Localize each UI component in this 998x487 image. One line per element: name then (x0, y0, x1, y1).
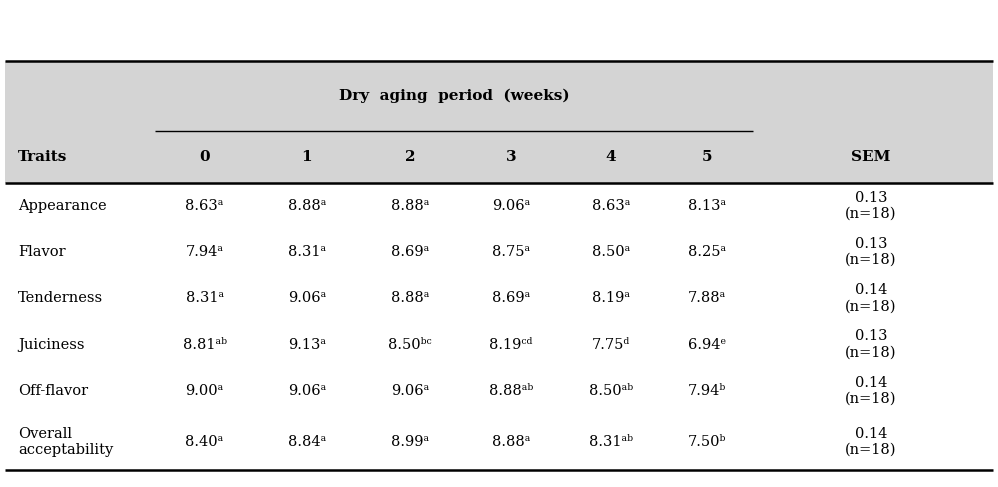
Text: 1: 1 (301, 150, 312, 164)
Text: 0.13
(n=18): 0.13 (n=18) (845, 237, 896, 267)
Text: Overall
acceptability: Overall acceptability (18, 427, 113, 457)
Text: 8.50ᵇᶜ: 8.50ᵇᶜ (388, 337, 432, 352)
Text: 6.94ᵉ: 6.94ᵉ (688, 337, 727, 352)
Text: 9.06ᵃ: 9.06ᵃ (287, 291, 326, 305)
Text: 8.69ᵃ: 8.69ᵃ (492, 291, 530, 305)
Text: 9.06ᵃ: 9.06ᵃ (391, 384, 429, 398)
Text: 8.50ᵃᵇ: 8.50ᵃᵇ (589, 384, 633, 398)
Text: 7.88ᵃ: 7.88ᵃ (688, 291, 727, 305)
Text: 9.00ᵃ: 9.00ᵃ (186, 384, 224, 398)
Text: 8.75ᵃ: 8.75ᵃ (492, 245, 530, 259)
Text: 8.50ᵃ: 8.50ᵃ (592, 245, 630, 259)
Text: 8.88ᵃ: 8.88ᵃ (287, 199, 326, 213)
Text: 2: 2 (405, 150, 415, 164)
Text: 9.06ᵃ: 9.06ᵃ (287, 384, 326, 398)
Text: 7.50ᵇ: 7.50ᵇ (688, 435, 727, 449)
Text: 0.13
(n=18): 0.13 (n=18) (845, 329, 896, 360)
Text: 8.31ᵃᵇ: 8.31ᵃᵇ (589, 435, 633, 449)
Text: 0.14
(n=18): 0.14 (n=18) (845, 375, 896, 406)
Bar (5, 131, 993, 183)
Text: 8.19ᵃ: 8.19ᵃ (592, 291, 630, 305)
Text: 8.19ᶜᵈ: 8.19ᶜᵈ (489, 337, 533, 352)
Text: 8.81ᵃᵇ: 8.81ᵃᵇ (183, 337, 227, 352)
Text: 7.75ᵈ: 7.75ᵈ (592, 337, 630, 352)
Text: 0: 0 (200, 150, 210, 164)
Text: 7.94ᵃ: 7.94ᵃ (186, 245, 224, 259)
Text: Off-flavor: Off-flavor (18, 384, 88, 398)
Text: 8.84ᵃ: 8.84ᵃ (287, 435, 326, 449)
Text: 8.31ᵃ: 8.31ᵃ (186, 291, 224, 305)
Text: Appearance: Appearance (18, 199, 107, 213)
Text: Dry  aging  period  (weeks): Dry aging period (weeks) (338, 89, 570, 103)
Text: 9.13ᵃ: 9.13ᵃ (287, 337, 326, 352)
Text: 7.94ᵇ: 7.94ᵇ (688, 384, 727, 398)
Text: Juiciness: Juiciness (18, 337, 85, 352)
Text: Traits: Traits (18, 150, 67, 164)
Text: SEM: SEM (851, 150, 890, 164)
Text: 8.88ᵃᵇ: 8.88ᵃᵇ (489, 384, 533, 398)
Text: 8.88ᵃ: 8.88ᵃ (391, 291, 429, 305)
Text: 8.69ᵃ: 8.69ᵃ (391, 245, 429, 259)
Text: 0.14
(n=18): 0.14 (n=18) (845, 427, 896, 457)
Text: 8.88ᵃ: 8.88ᵃ (492, 435, 530, 449)
Text: 8.25ᵃ: 8.25ᵃ (688, 245, 727, 259)
Text: 4: 4 (606, 150, 616, 164)
Text: 0.14
(n=18): 0.14 (n=18) (845, 283, 896, 314)
Text: 8.88ᵃ: 8.88ᵃ (391, 199, 429, 213)
Text: 8.13ᵃ: 8.13ᵃ (688, 199, 727, 213)
Bar (5, 61, 993, 131)
Text: 3: 3 (506, 150, 516, 164)
Text: 8.31ᵃ: 8.31ᵃ (287, 245, 326, 259)
Text: 8.63ᵃ: 8.63ᵃ (186, 199, 224, 213)
Text: 8.63ᵃ: 8.63ᵃ (592, 199, 630, 213)
Text: 9.06ᵃ: 9.06ᵃ (492, 199, 530, 213)
Text: 5: 5 (702, 150, 713, 164)
Text: 0.13
(n=18): 0.13 (n=18) (845, 190, 896, 221)
Text: 8.99ᵃ: 8.99ᵃ (391, 435, 429, 449)
Text: Tenderness: Tenderness (18, 291, 103, 305)
Text: 8.40ᵃ: 8.40ᵃ (186, 435, 224, 449)
Text: Flavor: Flavor (18, 245, 66, 259)
